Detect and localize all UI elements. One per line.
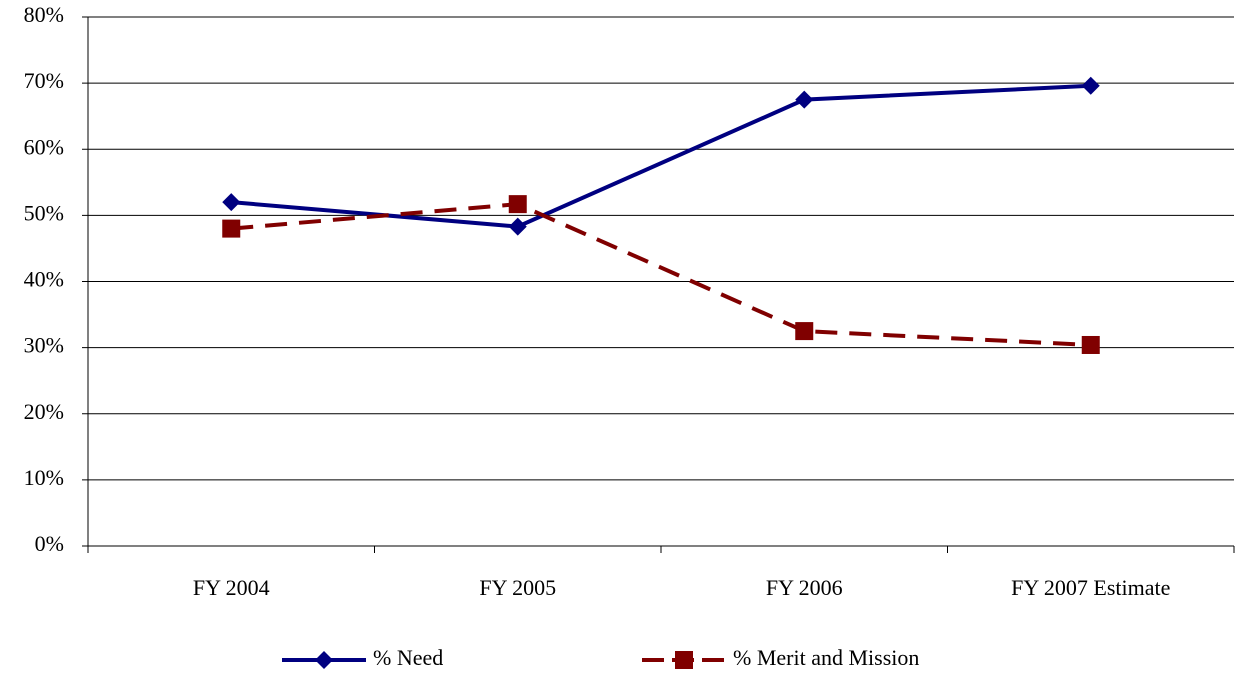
x-tick-label: FY 2004	[193, 575, 270, 600]
y-tick-label: 40%	[24, 267, 64, 292]
marker	[675, 651, 693, 669]
marker	[1081, 335, 1100, 354]
marker	[795, 90, 814, 109]
y-tick-label: 80%	[24, 2, 64, 27]
legend-label: % Need	[373, 645, 443, 670]
marker	[315, 651, 333, 669]
series-line	[231, 202, 1091, 347]
x-tick-label: FY 2007 Estimate	[1011, 575, 1170, 600]
y-tick-label: 60%	[24, 134, 64, 159]
marker	[795, 322, 814, 341]
series-line	[231, 83, 1091, 229]
y-tick-label: 30%	[24, 333, 64, 358]
y-tick-label: 10%	[24, 465, 64, 490]
marker	[508, 195, 527, 214]
marker	[508, 217, 527, 236]
y-tick-label: 70%	[24, 68, 64, 93]
y-tick-label: 20%	[24, 399, 64, 424]
marker	[1081, 76, 1100, 95]
marker	[222, 193, 241, 212]
x-tick-label: FY 2006	[766, 575, 843, 600]
x-tick-label: FY 2005	[479, 575, 556, 600]
marker	[222, 219, 241, 238]
y-tick-label: 50%	[24, 200, 64, 225]
y-tick-label: 0%	[35, 531, 64, 556]
legend-label: % Merit and Mission	[733, 645, 919, 670]
